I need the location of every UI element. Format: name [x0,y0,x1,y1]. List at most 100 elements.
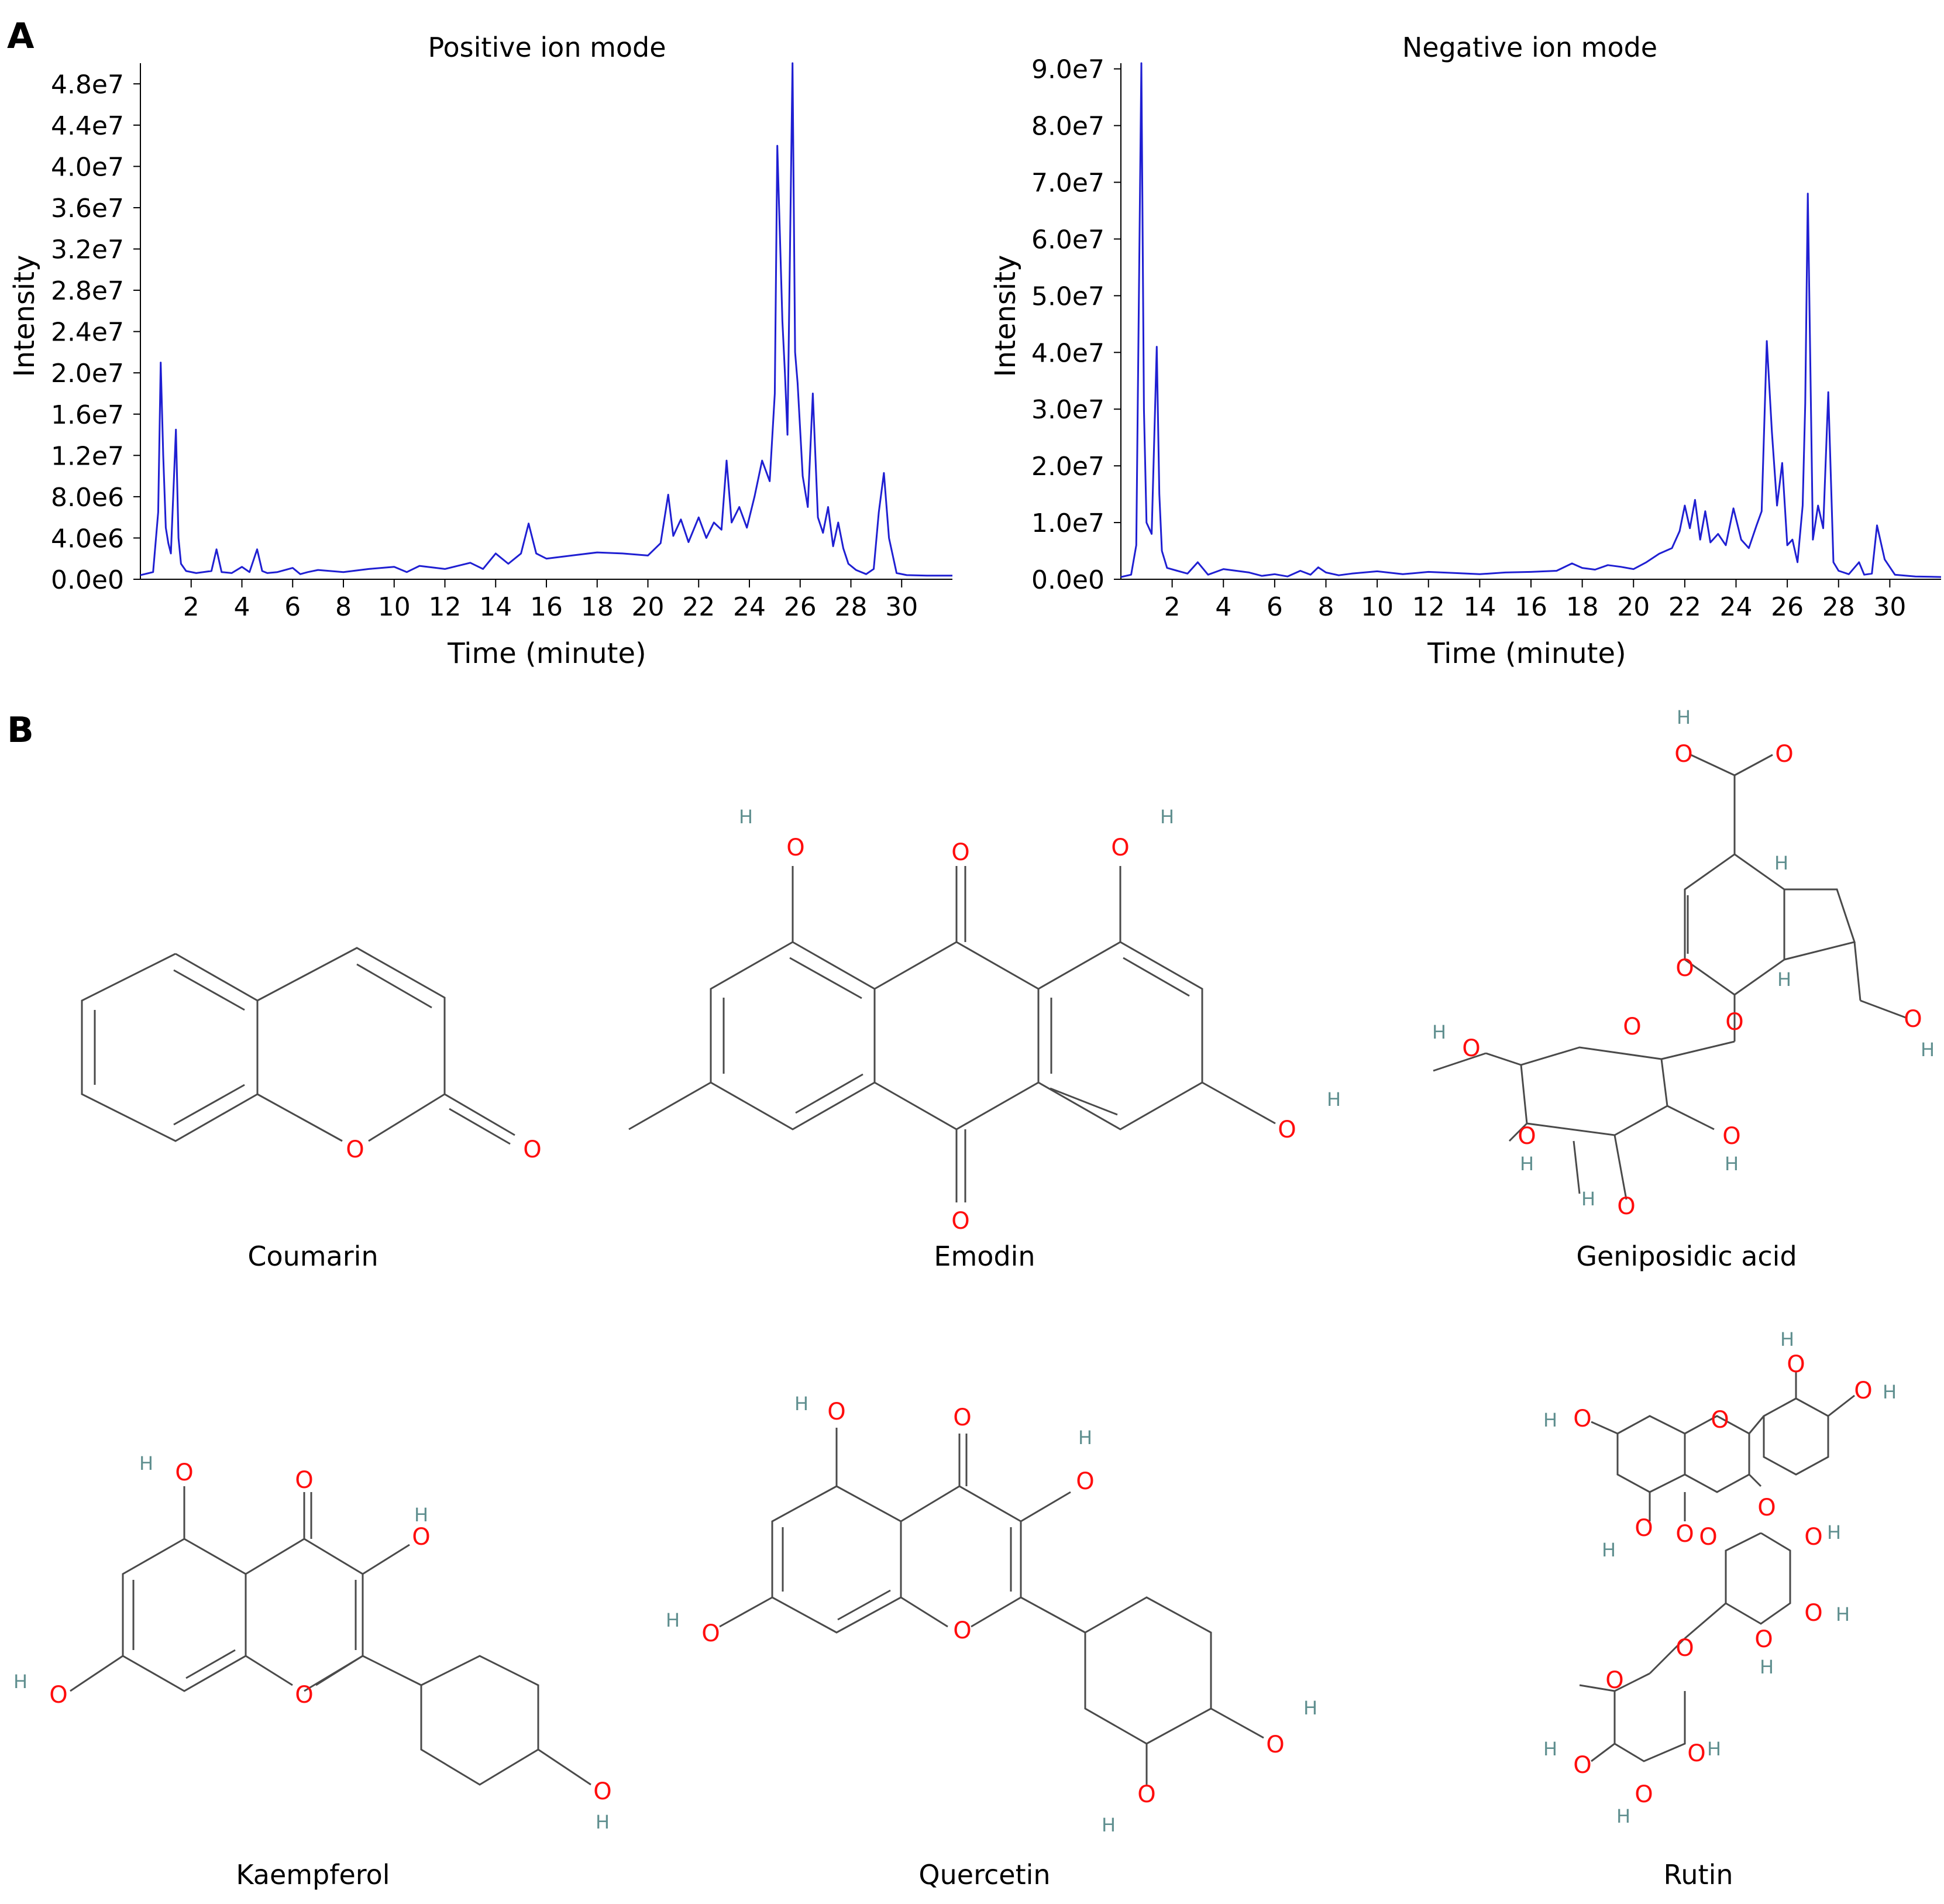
x-tick-label: 10 [378,592,411,622]
x-tick-label: 18 [1566,592,1599,622]
x-axis-label: Time (minute) [447,637,646,670]
y-tick-label: 0.0e0 [51,565,124,595]
positive-ion-chart: Positive ion mode Time (minute) Intensit… [8,32,952,670]
oxygen-atom: O [1854,1377,1872,1404]
oxygen-atom: O [1725,1009,1743,1036]
oxygen-atom: O [1266,1731,1284,1758]
hydrogen-atom: H [794,1393,808,1415]
oxygen-atom: O [1278,1116,1296,1143]
oxygen-atom: O [412,1524,430,1551]
hydrogen-atom: H [1921,1039,1935,1061]
structure-rutin: O H O H O O H O O H O O O H O H O H O O … [1543,1328,1897,1891]
oxygen-atom: O [523,1136,541,1163]
hydrogen-atom: H [13,1671,27,1693]
series-line-negative [1120,62,1942,578]
hydrogen-atom: H [1602,1539,1616,1561]
structure-quercetin: O O H O H O O H O H O H Quercetin [666,1393,1317,1891]
hydrogen-atom: H [1836,1603,1850,1625]
x-ticks: 2 4 6 8 10 12 14 16 18 20 22 24 26 28 30 [183,579,918,622]
x-tick-label: 12 [1412,592,1445,622]
oxygen-atom: O [1687,1740,1705,1767]
oxygen-atom: O [1623,1013,1641,1040]
oxygen-atom: O [1605,1667,1623,1694]
panel-label-b: B [7,710,34,751]
y-tick-label: 3.2e7 [51,235,124,265]
hydrogen-atom: H [1078,1427,1092,1449]
y-tick-label: 9.0e7 [1031,55,1105,85]
x-tick-label: 26 [784,592,817,622]
y-tick-label: 2.8e7 [51,276,124,306]
oxygen-atom: O [953,1617,971,1644]
y-tick-label: 4.0e7 [1031,338,1105,368]
hydrogen-atom: H [1327,1088,1341,1111]
x-tick-label: 22 [682,592,715,622]
oxygen-atom: O [1711,1407,1729,1434]
x-tick-label: 2 [1164,592,1181,622]
oxygen-atom: O [1518,1123,1536,1150]
x-ticks: 2 4 6 8 10 12 14 16 18 20 22 24 26 28 30 [1164,579,1906,622]
x-tick-label: 2 [183,592,199,622]
molecule-name: Geniposidic acid [1576,1240,1797,1272]
oxygen-atom: O [1617,1193,1635,1220]
y-tick-label: 4.8e7 [51,70,124,99]
oxygen-atom: O [1804,1600,1822,1627]
hydrogen-atom: H [1581,1188,1595,1210]
y-tick-label: 6.0e7 [1031,225,1105,255]
hydrogen-atom: H [1102,1814,1116,1836]
x-tick-label: 14 [479,592,512,622]
hydrogen-atom: H [139,1452,153,1475]
x-tick-label: 6 [284,592,301,622]
x-tick-label: 4 [1215,592,1231,622]
y-tick-label: 4.0e6 [51,524,124,554]
hydrogen-atom: H [1827,1521,1841,1544]
x-tick-label: 20 [1617,592,1650,622]
oxygen-atom: O [1137,1781,1155,1808]
oxygen-atom: O [1775,741,1793,768]
oxygen-atom: O [827,1398,845,1425]
oxygen-atom: O [1722,1123,1740,1150]
structure-emodin: O O O H O H O H Emodin [628,806,1341,1272]
y-ticks: 0.0e0 4.0e6 8.0e6 1.2e7 1.6e7 2.0e7 2.4e7 2.8e7… [51,70,140,595]
y-tick-label: 4.0e7 [51,152,124,182]
chart-title: Positive ion mode [428,32,666,63]
x-tick-label: 8 [335,592,352,622]
hydrogen-atom: H [1774,852,1788,874]
hydrogen-atom: H [1303,1697,1317,1719]
y-axis-label: Intensity [989,255,1022,377]
negative-ion-chart: Negative ion mode Time (minute) Intensit… [989,32,1942,670]
hydrogen-atom: H [1760,1656,1774,1678]
x-tick-label: 20 [632,592,665,622]
y-tick-label: 1.2e7 [51,441,124,471]
hydrogen-atom: H [1780,1328,1794,1350]
y-tick-label: 0.0e0 [1031,565,1105,595]
hydrogen-atom: H [1677,706,1691,728]
series-line-positive [140,62,952,577]
x-tick-label: 26 [1771,592,1804,622]
oxygen-atom: O [295,1467,313,1494]
hydrogen-atom: H [1725,1153,1739,1175]
chart-title: Negative ion mode [1402,32,1657,63]
oxygen-atom: O [701,1620,720,1647]
oxygen-atom: O [1754,1626,1773,1653]
x-tick-label: 4 [234,592,250,622]
hydrogen-atom: H [1883,1381,1897,1403]
y-tick-label: 5.0e7 [1031,281,1105,311]
geniposidic-acid-bonds [1433,754,1908,1200]
molecule-name: Emodin [934,1240,1035,1272]
hydrogen-atom: H [1432,1021,1446,1043]
hydrogen-atom: H [1543,1738,1557,1760]
structure-geniposidic-acid: O O H O O O O H O H O H O H O H H H Geni… [1432,706,1935,1272]
y-tick-label: 8.0e7 [1031,112,1105,142]
molecule-name: Kaempferol [236,1859,390,1891]
y-ticks: 0.0e0 1.0e7 2.0e7 3.0e7 4.0e7 5.0e7 6.0e7 7.0e7… [1031,55,1121,595]
oxygen-atom: O [1076,1468,1094,1495]
hydrogen-atom: H [666,1609,680,1631]
oxygen-atom: O [175,1459,193,1486]
oxygen-atom: O [1573,1405,1591,1432]
oxygen-atom: O [49,1682,67,1709]
y-tick-label: 2.0e7 [1031,452,1105,482]
oxygen-atom: O [1675,1521,1694,1548]
oxygen-atom: O [1699,1524,1717,1551]
oxygen-atom: O [786,834,804,861]
oxygen-atom: O [1635,1515,1653,1542]
